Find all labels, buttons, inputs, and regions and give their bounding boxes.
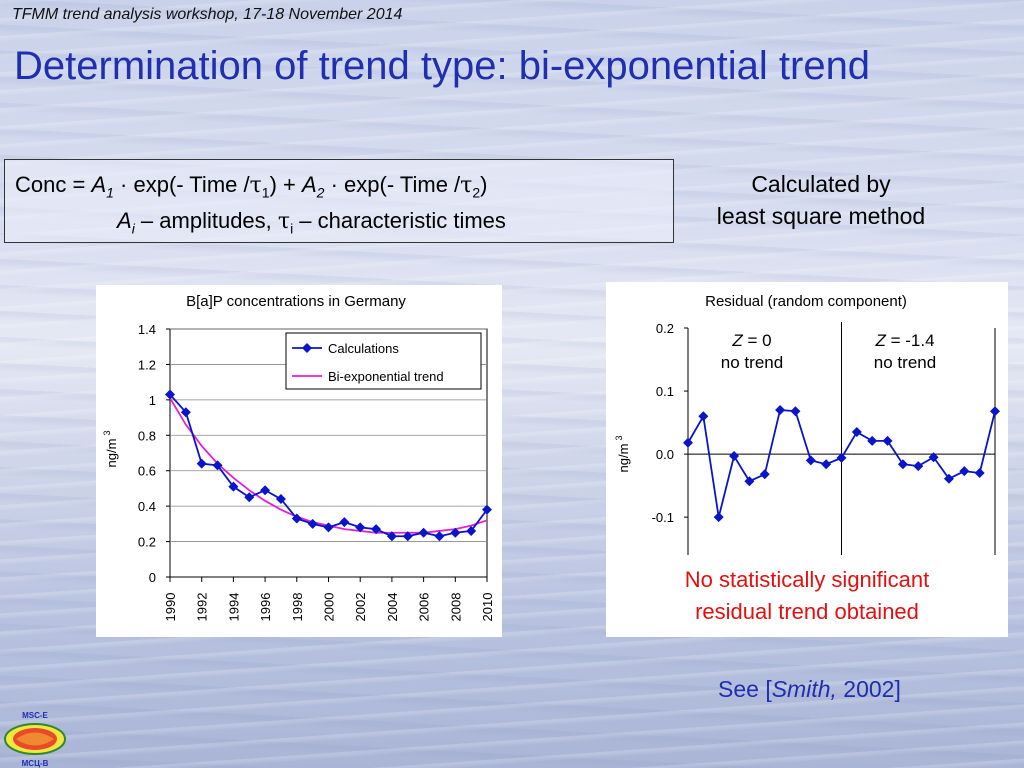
y-tick-label: 0.2 [656, 321, 674, 336]
svg-text:МСЦ-В: МСЦ-В [22, 759, 49, 768]
y-tick-label: 0.4 [138, 499, 156, 514]
data-point [244, 492, 255, 503]
data-point [418, 527, 429, 538]
calculation-note: Calculated by least square method [716, 171, 926, 229]
data-point [821, 459, 832, 470]
y-tick-label: 0 [149, 570, 156, 585]
data-point [805, 455, 816, 466]
data-point [729, 451, 740, 462]
data-point [434, 531, 445, 542]
chart-title: B[a]P concentrations in Germany [186, 293, 406, 310]
concentration-chart-panel: B[a]P concentrations in Germany 0 0.2 0.4 0.… [96, 285, 502, 637]
chart-title: Residual (random component) [705, 293, 907, 310]
x-tick-label: 2002 [353, 593, 368, 622]
data-point [744, 476, 755, 487]
data-point [867, 435, 878, 446]
z-annotation-right: Z = -1.4 no trend [873, 331, 937, 372]
x-tick-label: 1992 [195, 593, 210, 622]
z-annotation-left: Z = 0 no trend [720, 331, 784, 372]
data-point [836, 452, 847, 463]
x-tick-label: 2008 [448, 593, 463, 622]
data-point [355, 522, 366, 533]
data-point [228, 481, 239, 492]
data-point [323, 522, 334, 533]
legend-box [285, 332, 482, 390]
x-tick-label: 2010 [480, 593, 495, 622]
data-point [882, 435, 893, 446]
y-tick-label: 1.4 [138, 322, 156, 337]
data-point [897, 459, 908, 470]
data-point [713, 512, 724, 523]
data-point [196, 458, 207, 469]
data-point [466, 525, 477, 536]
data-point [698, 411, 709, 422]
data-point [775, 404, 786, 415]
residual-chart-panel: Residual (random component) -0.1 0.0 0.1 0.2… [606, 282, 1008, 637]
data-point [275, 494, 286, 505]
x-tick-label: 1994 [226, 593, 241, 622]
data-point [943, 473, 954, 484]
data-point [990, 406, 1000, 417]
y-axis-label: ng/m [104, 439, 119, 468]
workshop-header: TFMM trend analysis workshop, 17-18 Nove… [12, 6, 403, 23]
data-point [913, 461, 924, 472]
data-point [180, 407, 191, 418]
y-tick-label: -0.1 [652, 510, 674, 525]
x-tick-label: 2006 [417, 593, 432, 622]
data-point [928, 452, 939, 463]
y-axis-label-exponent: 3 [102, 430, 112, 435]
data-point [165, 389, 175, 400]
y-axis-label-exponent: 3 [614, 435, 624, 440]
data-point [851, 427, 862, 438]
y-tick-label: 0.1 [656, 384, 674, 399]
formula-definitions: Ai – amplitudes, τi – characteristic tim… [117, 208, 506, 237]
data-point [339, 517, 350, 528]
data-point [212, 460, 223, 471]
formula-line: Conc = A1 · exp(- Time /τ1) + A2 · exp(-… [15, 172, 488, 201]
residual-chart: Residual (random component) -0.1 0.0 0.1 0.2… [614, 293, 1000, 555]
data-point [371, 524, 382, 535]
y-tick-label: 1 [149, 393, 156, 408]
y-tick-label: 0.6 [138, 464, 156, 479]
legend-label-bi-exponential: Bi-exponential trend [328, 369, 444, 384]
y-tick-label: 0.8 [138, 428, 156, 443]
y-tick-label: 1.2 [138, 357, 156, 372]
data-point [759, 469, 770, 480]
x-tick-label: 1998 [290, 593, 305, 622]
y-tick-label: 0.0 [656, 447, 674, 462]
y-axis-label: ng/m [616, 444, 631, 473]
residual-conclusion: No statistically significant residual tr… [684, 567, 930, 624]
data-point [683, 437, 693, 448]
data-point [959, 466, 970, 477]
data-point [402, 531, 413, 542]
data-point [450, 527, 461, 538]
formula-box: Conc = A1 · exp(- Time /τ1) + A2 · exp(-… [4, 159, 674, 243]
x-tick-label: 1990 [163, 593, 178, 622]
data-point [974, 468, 985, 479]
legend-marker-calculations [302, 343, 312, 353]
y-tick-label: 0.2 [138, 535, 156, 550]
data-point [307, 518, 318, 529]
x-tick-label: 2000 [322, 593, 337, 622]
slide-title: Determination of trend type: bi-exponent… [14, 44, 871, 88]
data-point [291, 513, 302, 524]
legend: Calculations Bi-exponential trend [285, 332, 482, 390]
legend-label-calculations: Calculations [328, 341, 399, 356]
x-tick-label: 2004 [385, 593, 400, 622]
concentration-chart: B[a]P concentrations in Germany 0 0.2 0.4 0.… [102, 293, 495, 622]
reference-citation: See [Smith, 2002] [718, 676, 901, 702]
x-tick-label: 1996 [258, 593, 273, 622]
data-point [386, 531, 397, 542]
msc-e-logo: MSC-E МСЦ-В [4, 711, 66, 768]
svg-text:MSC-E: MSC-E [22, 711, 48, 720]
data-point [482, 504, 492, 515]
data-point [260, 485, 271, 496]
data-point [790, 406, 801, 417]
